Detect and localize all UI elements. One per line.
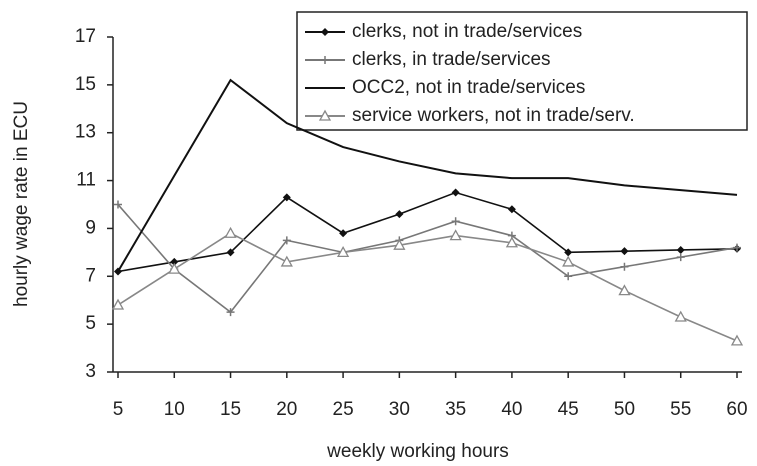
x-tick-label: 15 (220, 399, 241, 420)
point (733, 243, 741, 252)
point (226, 248, 235, 257)
x-tick-label: 10 (164, 399, 185, 420)
x-tick-label: 40 (501, 399, 522, 420)
point (676, 245, 685, 254)
point (282, 193, 291, 202)
point (339, 229, 348, 238)
y-tick-label: 5 (85, 313, 96, 334)
point (676, 253, 685, 262)
point (620, 247, 629, 256)
point (168, 262, 181, 274)
x-tick-label: 45 (558, 399, 579, 420)
y-tick-label: 17 (75, 26, 96, 47)
point (507, 205, 516, 214)
y-tick-label: 7 (85, 265, 96, 286)
legend-label: clerks, not in trade/services (352, 21, 582, 42)
point (620, 262, 629, 271)
x-tick-label: 25 (333, 399, 354, 420)
x-tick-label: 30 (389, 399, 410, 420)
point (280, 255, 293, 267)
point (618, 284, 631, 296)
y-axis-title: hourly wage rate in ECU (11, 101, 32, 307)
point (730, 334, 744, 346)
point (282, 236, 291, 245)
point (505, 236, 519, 248)
legend-label: service workers, not in trade/serv. (352, 105, 635, 126)
point (562, 255, 575, 267)
point (564, 272, 573, 281)
point (451, 217, 460, 226)
legend-marker (321, 28, 329, 36)
x-tick-label: 5 (113, 399, 124, 420)
point (564, 248, 573, 257)
point (336, 246, 350, 258)
legend-label: clerks, in trade/services (352, 49, 551, 70)
x-tick-label: 50 (614, 399, 635, 420)
point (111, 298, 125, 310)
y-tick-label: 11 (76, 170, 96, 191)
point (226, 308, 235, 317)
series-line (117, 78, 738, 273)
point (393, 238, 406, 250)
y-tick-label: 9 (85, 217, 96, 238)
legend-label: OCC2, not in trade/services (352, 77, 585, 98)
x-tick-label: 35 (445, 399, 466, 420)
x-tick-label: 55 (670, 399, 691, 420)
series-line (117, 232, 738, 342)
point (224, 226, 237, 238)
y-tick-label: 3 (85, 361, 96, 382)
point (674, 310, 687, 322)
x-tick-label: 20 (276, 399, 297, 420)
point (170, 257, 179, 266)
y-tick-label: 13 (75, 122, 96, 143)
x-tick-label: 60 (726, 399, 747, 420)
series-line (117, 191, 738, 273)
legend-marker (318, 109, 332, 121)
point (449, 229, 462, 241)
y-tick-label: 15 (75, 74, 96, 95)
x-axis-title: weekly working hours (326, 441, 509, 462)
legend-marker (321, 56, 329, 64)
point (395, 210, 404, 219)
point (114, 200, 122, 209)
series-line (117, 203, 738, 314)
legend-box (296, 11, 748, 131)
point (451, 188, 460, 197)
